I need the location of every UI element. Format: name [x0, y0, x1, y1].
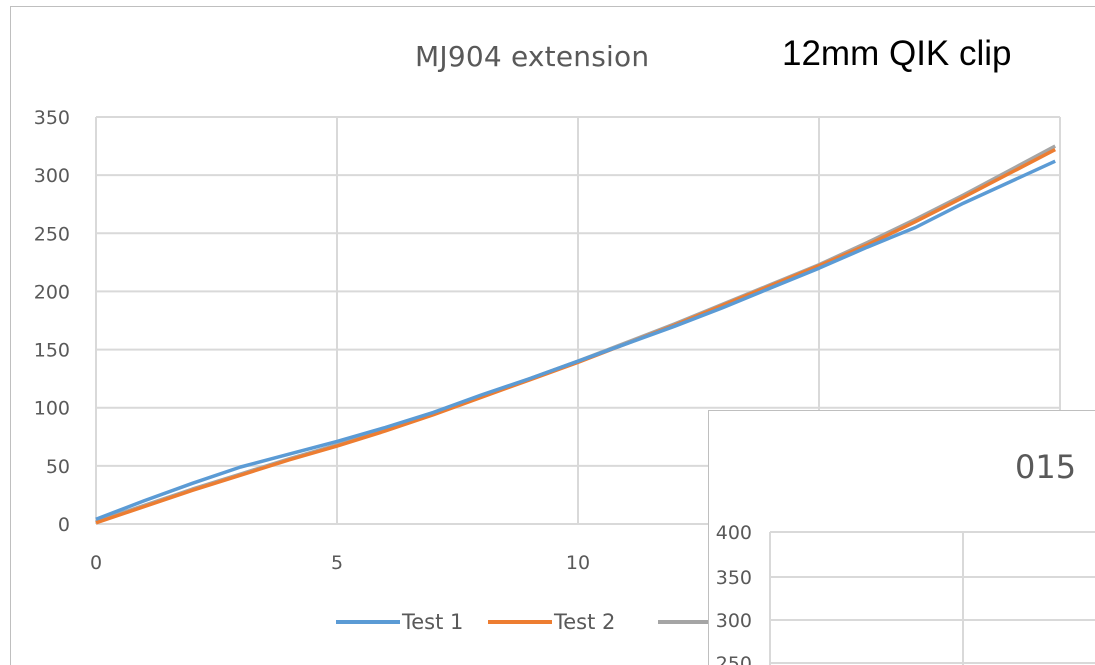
y-tick-label: 150 [34, 340, 70, 362]
overlay-y-tick-label: 300 [716, 610, 752, 632]
y-tick-label: 300 [34, 165, 70, 187]
legend-label-1: Test 1 [401, 610, 463, 634]
y-tick-label: 200 [34, 281, 70, 303]
x-tick-label: 0 [90, 552, 102, 574]
y-tick-label: 250 [34, 223, 70, 245]
chart-title: MJ904 extension [415, 40, 650, 73]
overlay-y-tick-label: 250 [716, 653, 752, 665]
overlay-chart-title: 015 [1015, 448, 1077, 486]
series-line-1 [95, 159, 1056, 521]
x-tick-label: 5 [331, 552, 343, 574]
x-tick-label: 10 [566, 552, 590, 574]
y-tick-label: 50 [46, 456, 70, 478]
legend-label-2: Test 2 [553, 610, 615, 634]
y-tick-label: 100 [34, 398, 70, 420]
overlay-chart-frame [708, 410, 1095, 665]
overlay-y-tick-label: 400 [716, 522, 752, 544]
annotation-label: 12mm QIK clip [782, 34, 1012, 73]
y-tick-label: 350 [34, 107, 70, 129]
overlay-y-tick-label: 350 [716, 567, 752, 589]
y-tick-label: 0 [58, 514, 70, 536]
